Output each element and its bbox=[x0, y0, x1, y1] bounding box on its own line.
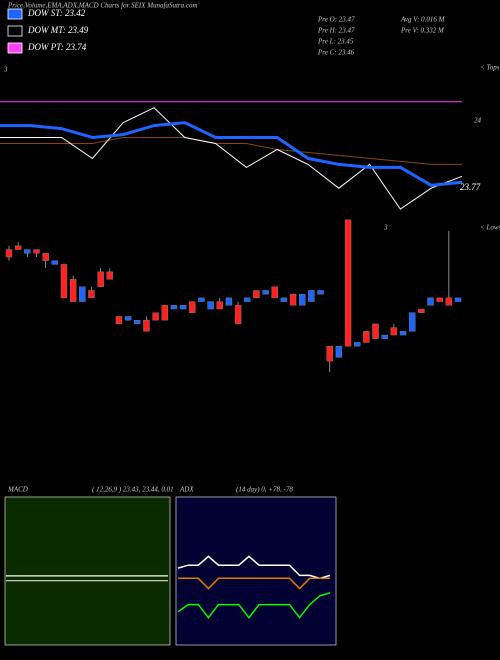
tops-label: < Tops bbox=[480, 64, 500, 72]
line-series bbox=[177, 592, 331, 619]
candle-body bbox=[262, 290, 269, 295]
stat-label: Avg V: 0.016 M bbox=[400, 16, 446, 24]
legend-swatch bbox=[7, 42, 23, 54]
candle-body bbox=[161, 305, 168, 321]
line-series bbox=[177, 555, 331, 580]
candle-body bbox=[436, 297, 443, 302]
adx-title: ADX bbox=[179, 486, 194, 494]
legend-label: DOW PT: 23.74 bbox=[27, 42, 87, 52]
candle-body bbox=[33, 249, 40, 254]
stat-label: Pre O: 23.47 bbox=[317, 16, 355, 24]
candle-body bbox=[253, 290, 260, 299]
candle-body bbox=[124, 316, 132, 321]
macd-params: ( 12,26,9 ) 23.43, 23.44, 0.01 bbox=[92, 486, 174, 494]
candle-body bbox=[42, 253, 49, 261]
candle-body bbox=[399, 331, 407, 336]
candle-body bbox=[79, 286, 86, 302]
candle-body bbox=[317, 290, 324, 295]
candle-body bbox=[134, 319, 141, 325]
chart-title: Price,Volume,EMA,ADX,MACD Charts for SEI… bbox=[7, 2, 198, 10]
candle-body bbox=[289, 293, 297, 306]
candle-body bbox=[14, 245, 22, 250]
legend-swatch bbox=[7, 8, 23, 20]
candle-body bbox=[418, 308, 425, 313]
candle-body bbox=[390, 327, 398, 336]
candle-body bbox=[198, 297, 205, 302]
candle-body bbox=[280, 297, 288, 302]
candle-body bbox=[299, 293, 306, 306]
candle-body bbox=[225, 297, 233, 306]
candle-body bbox=[179, 305, 187, 310]
candle-body bbox=[445, 297, 453, 306]
candle-body bbox=[363, 331, 370, 343]
candle-body bbox=[143, 319, 150, 332]
stat-label: Pre C: 23.46 bbox=[317, 49, 355, 57]
candle-body bbox=[271, 286, 278, 299]
lows-label: < Lows bbox=[480, 224, 500, 232]
candle-body bbox=[216, 301, 223, 310]
candle-body bbox=[115, 316, 123, 325]
candle-body bbox=[335, 345, 343, 358]
candle-body bbox=[170, 305, 178, 310]
candle-body bbox=[381, 334, 388, 339]
line-series bbox=[0, 121, 463, 187]
candle-body bbox=[51, 260, 59, 265]
candle-body bbox=[88, 290, 95, 299]
candle-body bbox=[244, 297, 251, 302]
overlay-bottom-label: 23.77 bbox=[460, 182, 481, 192]
candle-body bbox=[454, 297, 462, 302]
macd-title: MACD bbox=[7, 486, 28, 494]
macd-panel bbox=[4, 496, 171, 646]
candle-body bbox=[106, 271, 113, 280]
candle-body bbox=[427, 297, 434, 306]
legend-label: DOW MT: 23.49 bbox=[27, 25, 89, 35]
candle-body bbox=[97, 271, 104, 287]
candle-body bbox=[372, 323, 379, 339]
candle-body bbox=[189, 301, 196, 313]
candle-body bbox=[344, 219, 352, 347]
candle-body bbox=[207, 301, 214, 310]
stat-label: Pre V: 0.332 M bbox=[400, 27, 445, 35]
stat-label: Pre L: 23.45 bbox=[317, 38, 354, 46]
candle-body bbox=[60, 264, 68, 299]
legend-swatch bbox=[7, 25, 23, 37]
line-series bbox=[0, 107, 463, 210]
candle-body bbox=[354, 342, 361, 347]
candle-body bbox=[152, 312, 159, 321]
line-series bbox=[0, 137, 462, 165]
candle-body bbox=[5, 249, 13, 258]
line-series bbox=[178, 577, 330, 590]
tick-marker: 3 bbox=[383, 224, 388, 232]
overlay-top-label: 24 bbox=[474, 117, 482, 125]
candle-body bbox=[234, 305, 242, 325]
stat-label: Pre H: 23.47 bbox=[317, 27, 355, 35]
candle-body bbox=[308, 290, 315, 302]
candle-body bbox=[326, 345, 333, 362]
candle-body bbox=[69, 279, 77, 302]
candle-body bbox=[408, 312, 416, 332]
legend-label: DOW ST: 23.42 bbox=[27, 8, 86, 18]
adx-panel bbox=[175, 496, 337, 646]
adx-params: (14 day) 0, +78, -78 bbox=[236, 486, 293, 494]
tick-marker: 3 bbox=[3, 66, 8, 74]
candle-body bbox=[24, 249, 31, 254]
